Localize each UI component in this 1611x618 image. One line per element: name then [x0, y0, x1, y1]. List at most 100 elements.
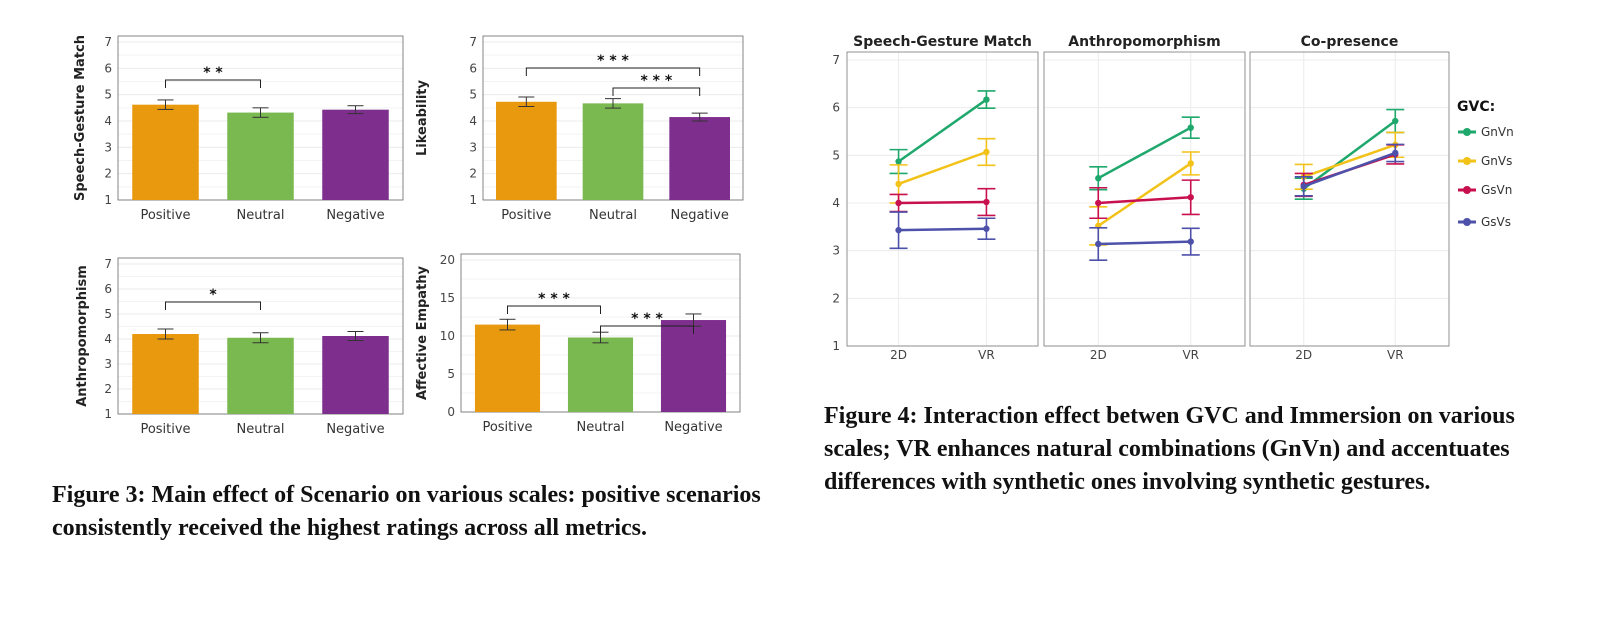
y-tick-label: 5 [469, 88, 477, 102]
y-tick-label: 2 [832, 291, 840, 305]
data-point [895, 158, 902, 165]
y-tick-label: 4 [469, 114, 477, 128]
plot-frame [846, 51, 1039, 347]
x-tick-label: Negative [326, 422, 384, 437]
series-line [1097, 162, 1192, 227]
y-tick-label: 4 [104, 114, 112, 128]
line-chart-2: Anthropomorphism 2D VR [1043, 34, 1246, 362]
y-tick-label: 20 [440, 253, 455, 267]
significance-bracket [525, 67, 701, 76]
line-chart-1: Speech-Gesture Match 1 2 3 4 5 6 7 2D VR [832, 34, 1039, 362]
x-tick-label: 2D [1295, 348, 1312, 362]
data-point [895, 199, 902, 207]
y-tick-label: 3 [104, 140, 112, 154]
series-line [1302, 120, 1397, 190]
bar-positive [496, 101, 557, 200]
data-point [1095, 199, 1102, 207]
data-point [983, 148, 990, 156]
y-tick-label: 4 [832, 196, 840, 210]
data-point [983, 225, 990, 232]
y-tick-label: 10 [440, 329, 455, 343]
data-point [895, 226, 902, 234]
y-tick-label: 3 [104, 357, 112, 371]
legend: GVC: GnVn GnVs GsVn GsVs [1457, 99, 1514, 229]
y-axis-label: Speech-Gesture Match [73, 35, 88, 201]
bar-positive [132, 334, 199, 414]
x-tick-label: Neutral [577, 420, 625, 435]
y-tick-label: 5 [832, 148, 840, 162]
y-tick-label: 7 [469, 35, 477, 49]
figure3-caption: Figure 3: Main effect of Scenario on var… [52, 482, 761, 541]
y-tick-label: 6 [104, 61, 112, 75]
y-tick-label: 2 [469, 167, 477, 181]
y-axis-label: Likeability [415, 79, 430, 156]
figure4: Speech-Gesture Match 1 2 3 4 5 6 7 2D VR Anthropom… [800, 0, 1611, 400]
bar-neutral [582, 103, 644, 200]
bar-neutral [227, 112, 294, 200]
bar-neutral [227, 337, 294, 414]
y-tick-label: 7 [104, 257, 112, 271]
y-tick-label: 6 [104, 282, 112, 296]
x-tick-label: VR [1387, 348, 1404, 362]
series-line [1303, 151, 1396, 188]
x-tick-label: Neutral [589, 208, 637, 223]
data-point [1300, 183, 1307, 190]
y-tick-label: 2 [104, 382, 112, 396]
x-tick-label: Positive [140, 208, 190, 223]
series-gnvn [1089, 116, 1200, 191]
panel-title: Speech-Gesture Match [853, 34, 1032, 50]
bar-negative [322, 336, 389, 414]
series-line [1098, 240, 1191, 246]
data-point [983, 96, 990, 103]
y-axis-label: Anthropomorphism [75, 265, 90, 407]
y-tick-label: 1 [832, 339, 840, 353]
y-tick-label: 4 [104, 332, 112, 346]
series-gsvs [1294, 143, 1405, 197]
significance-bracket [600, 325, 694, 334]
legend-label: GsVn [1481, 183, 1512, 197]
bar-chart-1: 1 2 3 4 5 6 7 Speech-Gesture Match Positive Neutr… [73, 35, 404, 223]
y-tick-label: 15 [440, 291, 455, 305]
bar-negative [322, 109, 389, 200]
x-tick-label: Neutral [237, 208, 285, 223]
y-tick-label: 7 [832, 53, 840, 67]
bar-neutral [567, 337, 634, 412]
figure3-bar-charts: 1 2 3 4 5 6 7 Speech-Gesture Match Positive Neutr… [73, 35, 744, 437]
significance-label: * * * [640, 73, 672, 89]
y-tick-label: 6 [469, 61, 477, 75]
series-line [1098, 196, 1191, 205]
data-point [1187, 194, 1194, 201]
line-chart-3: Co-presence 2D VR [1249, 34, 1450, 362]
significance-bracket [165, 301, 261, 310]
data-point [895, 180, 902, 188]
data-point [983, 198, 990, 206]
bar-positive [474, 324, 541, 412]
series-line [1303, 143, 1396, 178]
x-tick-label: 2D [1090, 348, 1107, 362]
bar-chart-3: 1 2 3 4 5 6 7 Anthropomorphism Positive Neutral Ne… [75, 257, 404, 437]
y-tick-label: 1 [469, 193, 477, 207]
significance-label: * * * [631, 311, 663, 327]
bar-chart-4: 0 5 10 15 20 Affective Empathy Positive Neutral… [415, 253, 741, 435]
x-tick-label: Positive [501, 208, 551, 223]
series-gsvs [1089, 226, 1200, 262]
legend-swatch-dot [1463, 218, 1471, 226]
significance-bracket [612, 87, 701, 96]
x-tick-label: VR [978, 348, 995, 362]
y-tick-label: 3 [832, 244, 840, 258]
plot-frame [1249, 51, 1450, 347]
x-tick-label: Positive [140, 422, 190, 437]
bar-negative [669, 117, 730, 200]
figure4-caption: Figure 4: Interaction effect betwen GVC … [824, 403, 1515, 495]
data-point [1187, 160, 1194, 167]
series-gnvn [889, 90, 996, 175]
y-tick-label: 7 [104, 35, 112, 49]
significance-bracket [165, 79, 261, 88]
y-axis-label: Affective Empathy [415, 265, 430, 400]
legend-label: GnVn [1481, 125, 1514, 139]
legend-label: GnVs [1481, 154, 1512, 168]
significance-label: * * * [597, 53, 629, 69]
data-point [1095, 175, 1102, 182]
y-tick-label: 2 [104, 167, 112, 181]
